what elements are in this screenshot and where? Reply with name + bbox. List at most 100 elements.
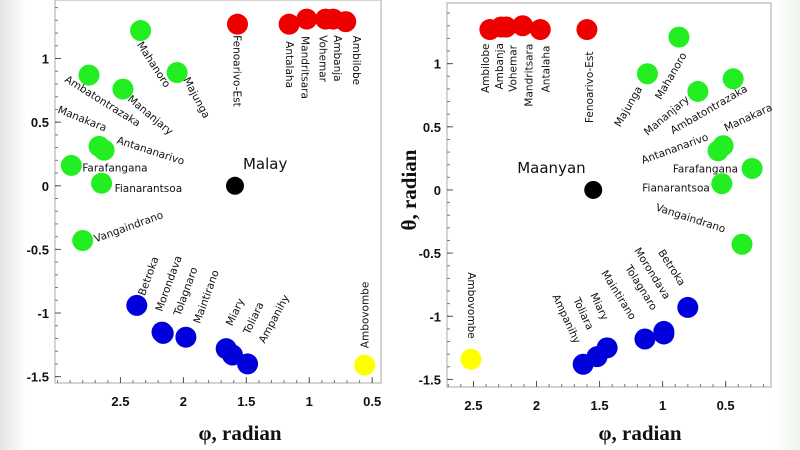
point-vangaindrano [731, 233, 753, 255]
point-label-manakara: Manakara [56, 104, 108, 134]
y-tick-label: -0.5 [27, 242, 49, 257]
point-label-ampanihy: Ampanihy [257, 293, 292, 345]
reference-label: Malay [243, 155, 287, 173]
point-label-betroka: Betroka [136, 255, 161, 297]
point-vohemar [495, 16, 517, 38]
point-tolagnaro [653, 323, 675, 345]
y-tick-label: -1 [429, 309, 441, 324]
plot-frame [54, 0, 382, 384]
x-tick-label: 2 [180, 394, 187, 409]
point-label-mahanoro: Mahanoro [134, 40, 172, 90]
point-betroka [677, 296, 699, 318]
x-tick-label: 1.5 [237, 394, 255, 409]
right-y-axis-label: θ, radian [397, 149, 421, 230]
point-mandritsara [512, 15, 534, 37]
point-antalaha [278, 13, 300, 35]
right-scatter-plot-maanyan: 1 0.5 0 -0.5 -1 -1.5 2.5 2 1.5 1 0.5 Ambilobe Ambanj… [419, 2, 774, 413]
point-label-antalaha: Antalaha [283, 41, 295, 88]
point-majunga [636, 63, 658, 85]
point-ampanihy [572, 353, 594, 375]
point-label-ambovombe: Ambovombe [360, 282, 372, 349]
point-label-mandritsara: Mandritsara [299, 36, 311, 99]
point-ambilobe [335, 11, 357, 33]
point-antananarivo [93, 139, 115, 161]
point-toliara [221, 344, 243, 366]
point-label-manakara: Manakara [722, 102, 774, 135]
x-tick-label: 2.5 [464, 398, 482, 413]
y-tick-label: -1.5 [419, 372, 441, 387]
y-tick-label: -0.5 [419, 246, 441, 261]
point-antalaha [529, 19, 551, 41]
point-label-vohemar: Vohemar [317, 35, 329, 83]
point-ambovombe [460, 348, 482, 370]
point-mananjary [687, 80, 709, 102]
y-tick-label: 1 [434, 57, 441, 72]
y-tick-label: -1.5 [27, 370, 49, 385]
point-betroka [126, 294, 148, 316]
point-label-mandritsara: Mandritsara [524, 44, 536, 107]
y-tick-label: 0 [42, 179, 49, 194]
y-tick-label: 0 [434, 183, 441, 198]
point-majunga [166, 62, 188, 84]
point-fianarantsoa [91, 172, 113, 194]
point-label-fenoarivo-est: Fenoarivo-Est [231, 35, 243, 107]
point-malay [225, 176, 244, 195]
point-ambatontrazaka [722, 68, 744, 90]
point-label-ambilobe: Ambilobe [350, 36, 362, 85]
point-maintirano [634, 328, 656, 350]
plot-frame [446, 2, 772, 388]
point-farafangana [60, 154, 82, 176]
point-ambovombe [354, 354, 376, 376]
point-label-farafangana: Farafangana [82, 162, 147, 174]
point-fenoarivo-est [227, 13, 249, 35]
left-x-axis-label: φ, radian [198, 421, 281, 445]
point-label-ambanja: Ambanja [331, 35, 343, 82]
x-tick-label: 1.5 [591, 398, 609, 413]
x-tick-label: 0.5 [717, 398, 735, 413]
point-label-antalaha: Antalaha [540, 46, 552, 93]
point-label-ambanja: Ambanja [494, 43, 506, 90]
background-fade-right [774, 0, 800, 450]
point-label-mananjary: Mananjary [642, 94, 692, 139]
point-label-vangaindrano: Vangaindrano [654, 202, 727, 236]
y-tick-label: 0.5 [31, 115, 49, 130]
point-ambatontrazaka [78, 64, 100, 86]
x-tick-label: 1 [659, 398, 666, 413]
y-tick-label: 0.5 [423, 120, 441, 135]
point-farafangana [741, 157, 763, 179]
point-label-miary: Miary [224, 297, 247, 328]
point-label-ambovombe: Ambovombe [465, 272, 477, 339]
right-x-axis-label: φ, radian [598, 421, 681, 445]
point-mahanoro [130, 20, 152, 42]
y-tick-label: -1 [37, 306, 49, 321]
x-tick-label: 2.5 [111, 394, 129, 409]
point-label-fianarantsoa: Fianarantsoa [115, 183, 183, 195]
point-maanyan [584, 180, 603, 199]
point-ampanihy [237, 353, 259, 375]
point-antananarivo [707, 140, 729, 162]
point-label-majunga: Majunga [180, 75, 212, 120]
point-tolagnaro [152, 322, 174, 344]
point-mahanoro [668, 26, 690, 48]
point-mananjary [112, 78, 134, 100]
point-label-vohemar: Vohemar [507, 44, 519, 92]
left-scatter-plot-malay: 10.50-0.5-1-1.52.5 2 1.5 1 0.5MahanoroAmbato… [27, 0, 382, 409]
x-tick-label: 1 [306, 394, 313, 409]
reference-label: Maanyan [517, 159, 585, 177]
point-fenoarivo-est [576, 19, 598, 41]
x-tick-label: 0.5 [363, 394, 381, 409]
point-label-fianarantsoa: Fianarantsoa [642, 183, 710, 195]
point-vangaindrano [72, 229, 94, 251]
point-mandritsara [296, 8, 318, 30]
point-label-majunga: Majunga [612, 84, 645, 129]
y-tick-label: 1 [42, 52, 49, 67]
point-fianarantsoa [711, 173, 733, 195]
point-maintirano [175, 326, 197, 348]
x-tick-label: 2 [533, 398, 540, 413]
point-label-vangaindrano: Vangaindrano [93, 209, 165, 245]
point-label-ambilobe: Ambilobe [480, 44, 492, 93]
background-fade-left [0, 0, 26, 450]
point-label-fenoarivo-est: Fenoarivo-Est [584, 52, 596, 124]
point-label-farafangana: Farafangana [673, 163, 738, 175]
